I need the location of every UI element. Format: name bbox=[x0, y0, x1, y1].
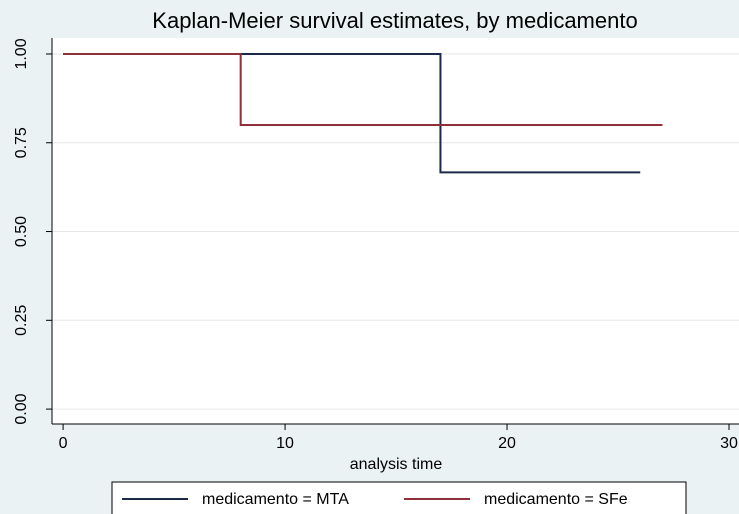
y-tick-label: 0.50 bbox=[13, 216, 30, 247]
legend-label: medicamento = SFe bbox=[484, 491, 628, 508]
survival-line bbox=[63, 52, 641, 174]
y-tick-label: 0.00 bbox=[13, 393, 30, 424]
y-tick-label: 1.00 bbox=[13, 38, 30, 69]
legend-label: medicamento = MTA bbox=[202, 491, 349, 508]
plot-area bbox=[52, 38, 739, 424]
x-tick-label: 20 bbox=[498, 435, 516, 452]
x-tick-label: 30 bbox=[720, 435, 738, 452]
x-axis-label: analysis time bbox=[350, 456, 443, 473]
legend-box bbox=[111, 481, 687, 514]
y-tick-label: 0.75 bbox=[13, 127, 30, 158]
x-tick-label: 0 bbox=[59, 435, 68, 452]
y-tick-label: 0.25 bbox=[13, 305, 30, 336]
survival-line bbox=[63, 52, 663, 127]
chart-title: Kaplan-Meier survival estimates, by medi… bbox=[152, 8, 637, 33]
x-tick-label: 10 bbox=[276, 435, 294, 452]
